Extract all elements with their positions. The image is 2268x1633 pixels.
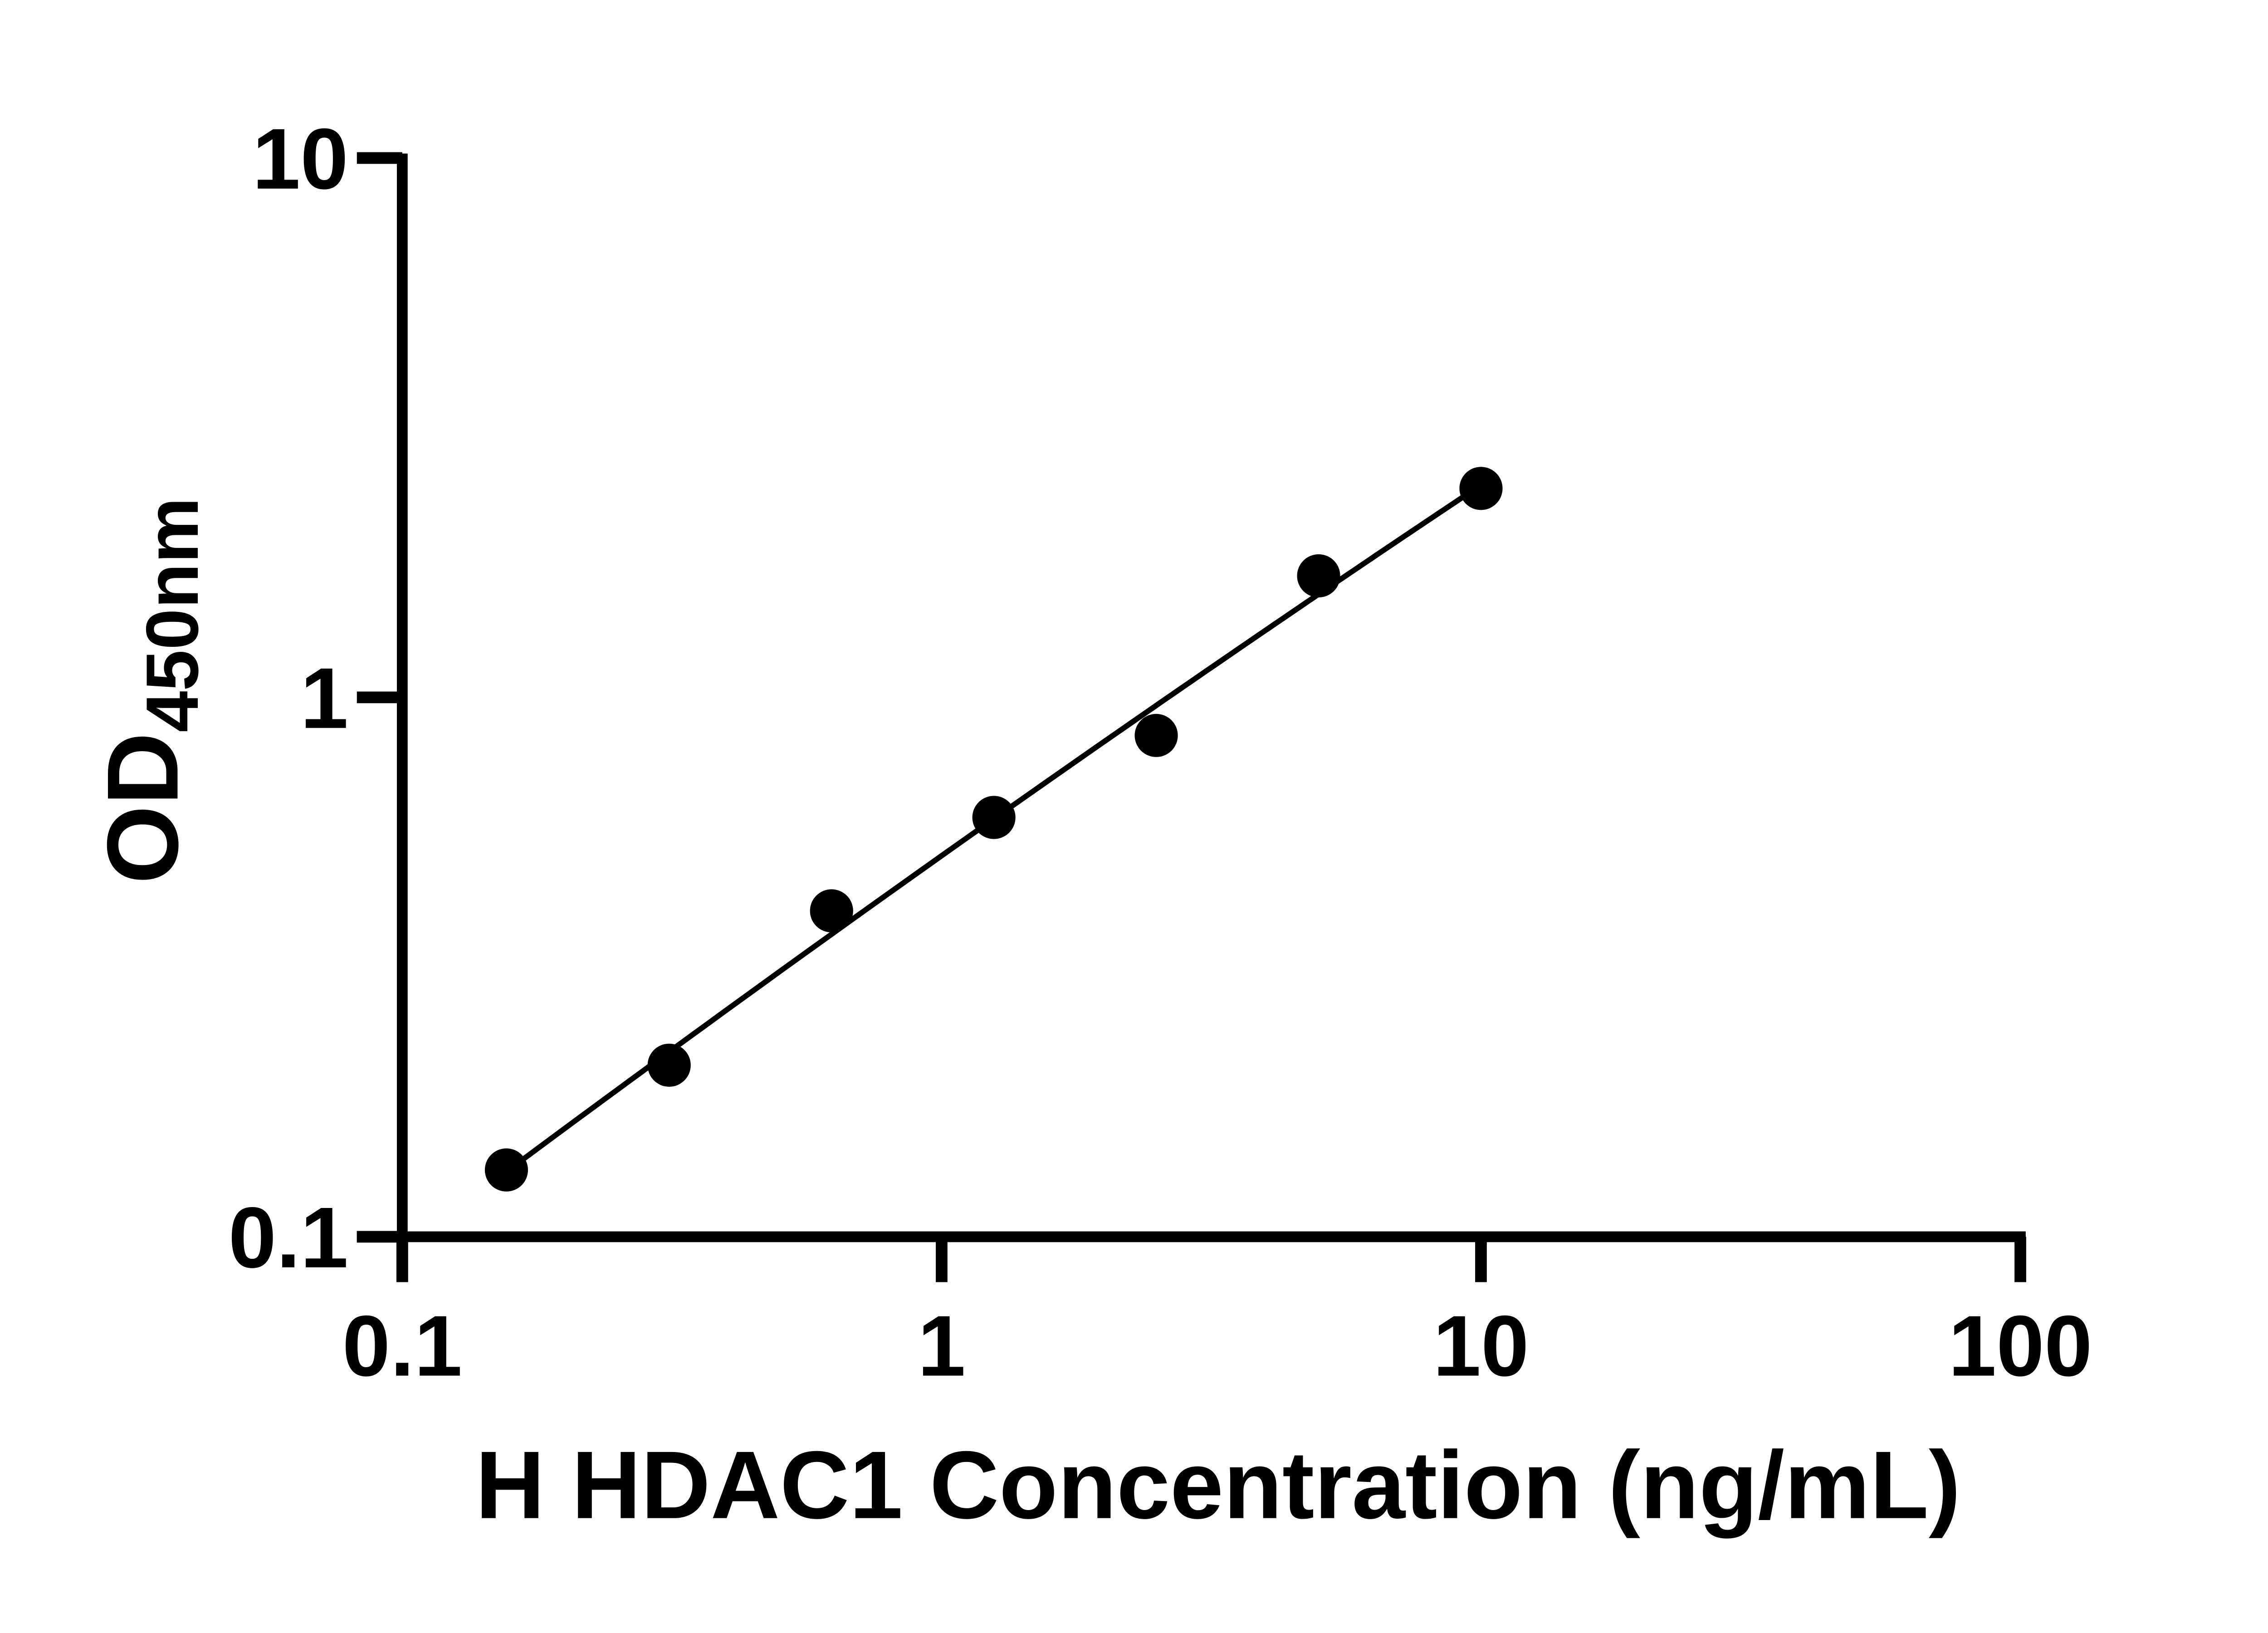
x-tick-label: 0.1 xyxy=(342,1298,462,1394)
data-point xyxy=(484,1148,528,1192)
x-tick-label: 1 xyxy=(918,1298,966,1394)
data-points xyxy=(484,467,1503,1192)
x-tick-label: 10 xyxy=(1433,1298,1529,1394)
y-axis-title-subscript: 450nm xyxy=(131,497,214,732)
data-point xyxy=(1297,554,1340,598)
x-tick-label: 100 xyxy=(1948,1298,2092,1394)
data-point xyxy=(972,796,1016,839)
y-tick-label: 10 xyxy=(252,111,348,207)
axes: 0.1 1 10 100 0.1 1 10 xyxy=(228,111,2092,1394)
y-tick-label: 0.1 xyxy=(228,1190,348,1286)
y-tick-label: 1 xyxy=(300,650,348,747)
y-axis-title-main: OD xyxy=(86,732,199,884)
data-point xyxy=(647,1043,691,1087)
data-point xyxy=(1459,467,1503,510)
data-point xyxy=(810,889,853,933)
y-axis-title: OD450nm xyxy=(86,497,214,884)
x-axis-title: H HDAC1 Concentration (ng/mL) xyxy=(475,1431,1961,1539)
data-point xyxy=(1134,714,1178,757)
